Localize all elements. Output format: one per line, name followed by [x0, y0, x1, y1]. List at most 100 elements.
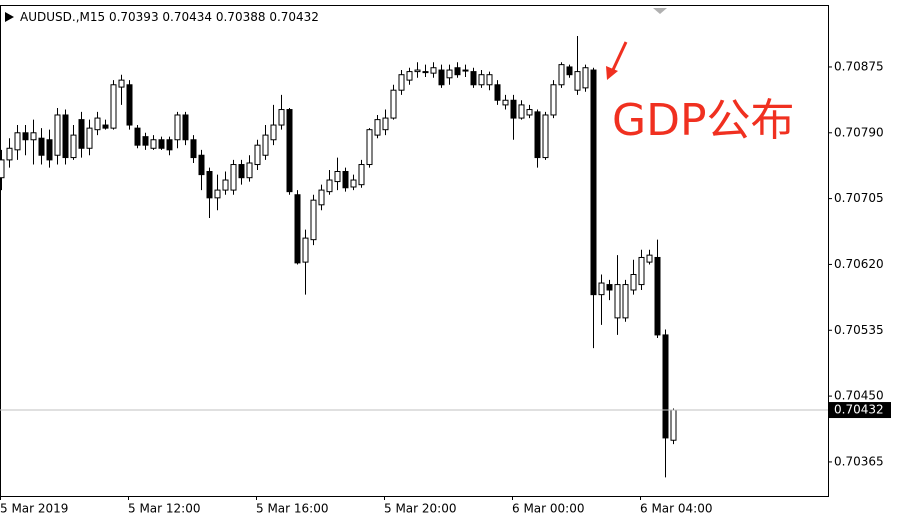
y-tick-label: 0.70705	[834, 191, 884, 205]
low-value: 0.70388	[216, 10, 266, 24]
candle-body	[222, 179, 229, 191]
candle-body	[270, 124, 277, 141]
candle-body	[286, 109, 293, 193]
candle-body	[158, 139, 165, 149]
candle-body	[310, 199, 317, 241]
candle-body	[390, 89, 397, 119]
candle-body	[542, 114, 549, 159]
candle-body	[262, 134, 269, 156]
candle-body	[94, 117, 101, 131]
candle-body	[366, 129, 373, 166]
shift-marker	[653, 8, 667, 14]
candle-body	[190, 139, 197, 159]
candle-body	[566, 66, 573, 76]
candle-body	[238, 164, 245, 179]
x-tick-label: 5 Mar 12:00	[128, 502, 201, 516]
candle-body	[350, 179, 357, 188]
candle-body	[518, 104, 525, 119]
x-tick-label: 6 Mar 00:00	[512, 502, 585, 516]
x-tick-label: 5 Mar 20:00	[384, 502, 457, 516]
candle-body	[206, 171, 213, 199]
candle-body	[574, 71, 581, 91]
candle-body	[118, 79, 125, 88]
candle-body	[182, 114, 189, 141]
candle-body	[414, 69, 421, 73]
candle-body	[670, 409, 677, 441]
candle-body	[662, 334, 669, 439]
candle-body	[86, 127, 93, 149]
candle-body	[54, 114, 61, 156]
candle-body	[150, 139, 157, 149]
candle-body	[0, 159, 5, 179]
current-price-box	[829, 402, 891, 419]
candle-body	[606, 284, 613, 291]
symbol: AUDUSD.,M15	[20, 10, 105, 24]
candle-body	[462, 69, 469, 72]
candle-body	[302, 237, 309, 263]
candle-body	[14, 132, 21, 151]
candle-body	[654, 256, 661, 336]
candle-body	[358, 164, 365, 186]
candle-body	[638, 256, 645, 286]
y-tick-label: 0.70790	[834, 125, 884, 139]
symbol-icon	[5, 12, 14, 22]
candle-body	[62, 114, 69, 159]
annotation-arrow	[610, 41, 628, 73]
candle-body	[510, 99, 517, 119]
candle-body	[38, 137, 45, 156]
current-price-label: 0.70432	[834, 403, 884, 417]
candle-body	[318, 189, 325, 206]
candle-body	[590, 69, 597, 296]
candle-body	[454, 67, 461, 76]
candle-body	[598, 282, 605, 296]
open-value: 0.70393	[109, 10, 159, 24]
candle-body	[398, 74, 405, 91]
candle-body	[430, 67, 437, 74]
high-value: 0.70434	[162, 10, 212, 24]
candle-body	[30, 132, 37, 141]
candle-body	[70, 134, 77, 159]
candle-body	[622, 284, 629, 319]
candle-body	[214, 189, 221, 199]
candle-body	[582, 67, 589, 89]
candle-body	[142, 136, 149, 146]
candle-body	[550, 84, 557, 116]
candle-body	[294, 194, 301, 264]
y-tick-label: 0.70875	[834, 59, 884, 73]
candle-body	[46, 139, 53, 161]
candle-body	[558, 64, 565, 86]
candle-body	[534, 111, 541, 159]
candle-body	[254, 144, 261, 166]
candle-body	[446, 69, 453, 79]
candle-body	[166, 139, 173, 151]
candle-body	[422, 71, 429, 74]
candle-body	[382, 117, 389, 131]
candle-body	[174, 114, 181, 141]
y-tick-label: 0.70365	[834, 454, 884, 468]
x-tick-label: 6 Mar 04:00	[640, 502, 713, 516]
candle-body	[486, 74, 493, 86]
x-tick-label: 5 Mar 16:00	[256, 502, 329, 516]
candle-body	[470, 71, 477, 86]
candle-body	[374, 119, 381, 136]
candle-body	[334, 171, 341, 183]
candle-body	[110, 84, 117, 129]
plot-frame	[0, 5, 829, 497]
annotation: GDP公布	[612, 95, 795, 146]
candle-body	[198, 154, 205, 176]
candle-body	[502, 99, 509, 106]
close-value: 0.70432	[269, 10, 319, 24]
annotation-arrowhead	[606, 66, 618, 80]
candle-body	[134, 127, 141, 146]
candle-body	[646, 254, 653, 263]
candle-body	[102, 124, 109, 129]
candle-body	[494, 84, 501, 101]
candle-body	[326, 179, 333, 193]
x-tick-label: 5 Mar 2019	[0, 502, 68, 516]
candle-body	[22, 132, 29, 141]
candle-body	[278, 109, 285, 126]
candle-body	[614, 284, 621, 319]
candle-body	[630, 274, 637, 291]
